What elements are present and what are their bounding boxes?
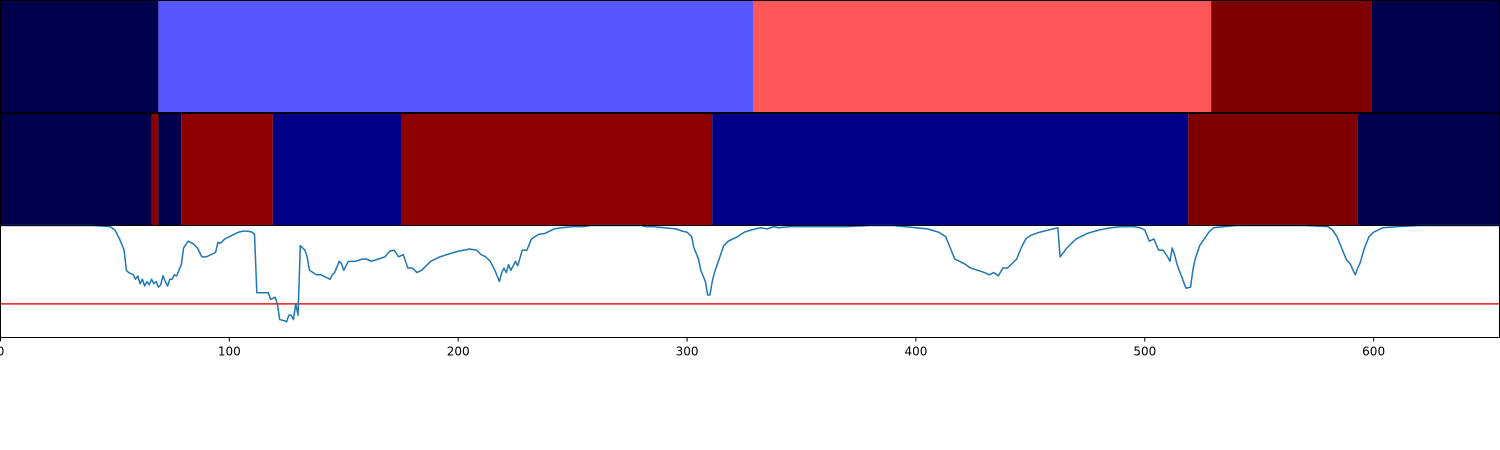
x-tick-label: 500 [1133, 345, 1156, 359]
x-tick-label: 100 [218, 345, 241, 359]
x-axis: 0 100 200 300 400 500 600 [0, 338, 1385, 359]
band-segment [1, 114, 152, 226]
band-segment [1188, 114, 1357, 226]
band-segment [753, 1, 1211, 113]
band-segment [152, 114, 159, 226]
band-segment [712, 114, 1188, 226]
band-segment [1211, 1, 1371, 113]
x-tick-label: 600 [1362, 345, 1385, 359]
line-panel-background [1, 226, 1500, 338]
band-segment [401, 114, 712, 226]
line-panel [1, 226, 1500, 338]
band-segment [273, 114, 401, 226]
band-segment [1371, 1, 1499, 113]
band-row-middle [1, 114, 1500, 226]
band-segment [1, 1, 159, 113]
x-tick-label: 300 [676, 345, 699, 359]
band-segment [158, 1, 753, 113]
band-segment [181, 114, 273, 226]
x-tick-label: 400 [904, 345, 927, 359]
x-tick-label: 0 [0, 345, 4, 359]
band-segment [1358, 114, 1500, 226]
band-row-top [1, 1, 1500, 113]
band-segment [158, 114, 181, 226]
x-tick-label: 200 [447, 345, 470, 359]
